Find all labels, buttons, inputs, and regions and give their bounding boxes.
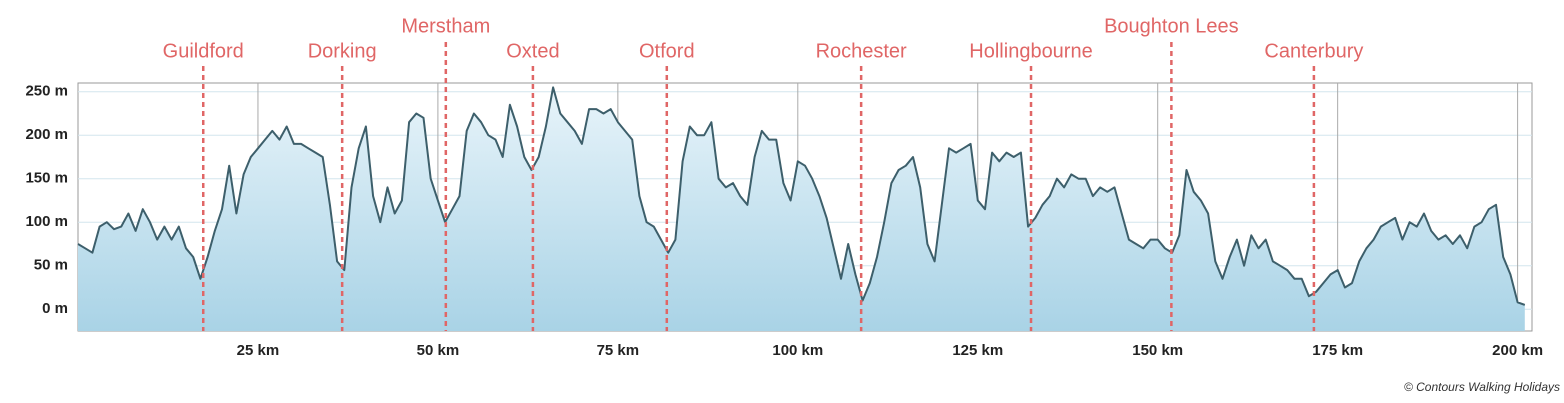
y-tick-label: 100 m <box>25 213 68 230</box>
town-label: Otford <box>639 40 695 62</box>
y-tick-label: 250 m <box>25 83 68 100</box>
town-label: Guildford <box>163 40 244 62</box>
x-tick-label: 150 km <box>1132 342 1183 359</box>
x-tick-label: 100 km <box>772 342 823 359</box>
x-tick-label: 125 km <box>952 342 1003 359</box>
town-label: Oxted <box>506 40 559 62</box>
x-tick-label: 200 km <box>1492 342 1543 359</box>
town-label: Boughton Lees <box>1104 15 1239 37</box>
x-tick-label: 175 km <box>1312 342 1363 359</box>
x-tick-label: 75 km <box>597 342 640 359</box>
x-tick-label: 50 km <box>417 342 460 359</box>
town-label: Hollingbourne <box>969 40 1092 62</box>
y-tick-label: 0 m <box>42 300 68 317</box>
copyright: © Contours Walking Holidays <box>1404 380 1560 394</box>
town-label: Dorking <box>308 40 377 62</box>
y-tick-label: 50 m <box>34 257 68 274</box>
x-tick-label: 25 km <box>237 342 280 359</box>
y-tick-label: 200 m <box>25 126 68 143</box>
elevation-line <box>77 86 1526 306</box>
area <box>78 87 1525 332</box>
town-label: Canterbury <box>1264 40 1363 62</box>
y-tick-label: 150 m <box>25 170 68 187</box>
town-label: Merstham <box>401 15 490 37</box>
town-label: Rochester <box>816 40 907 62</box>
